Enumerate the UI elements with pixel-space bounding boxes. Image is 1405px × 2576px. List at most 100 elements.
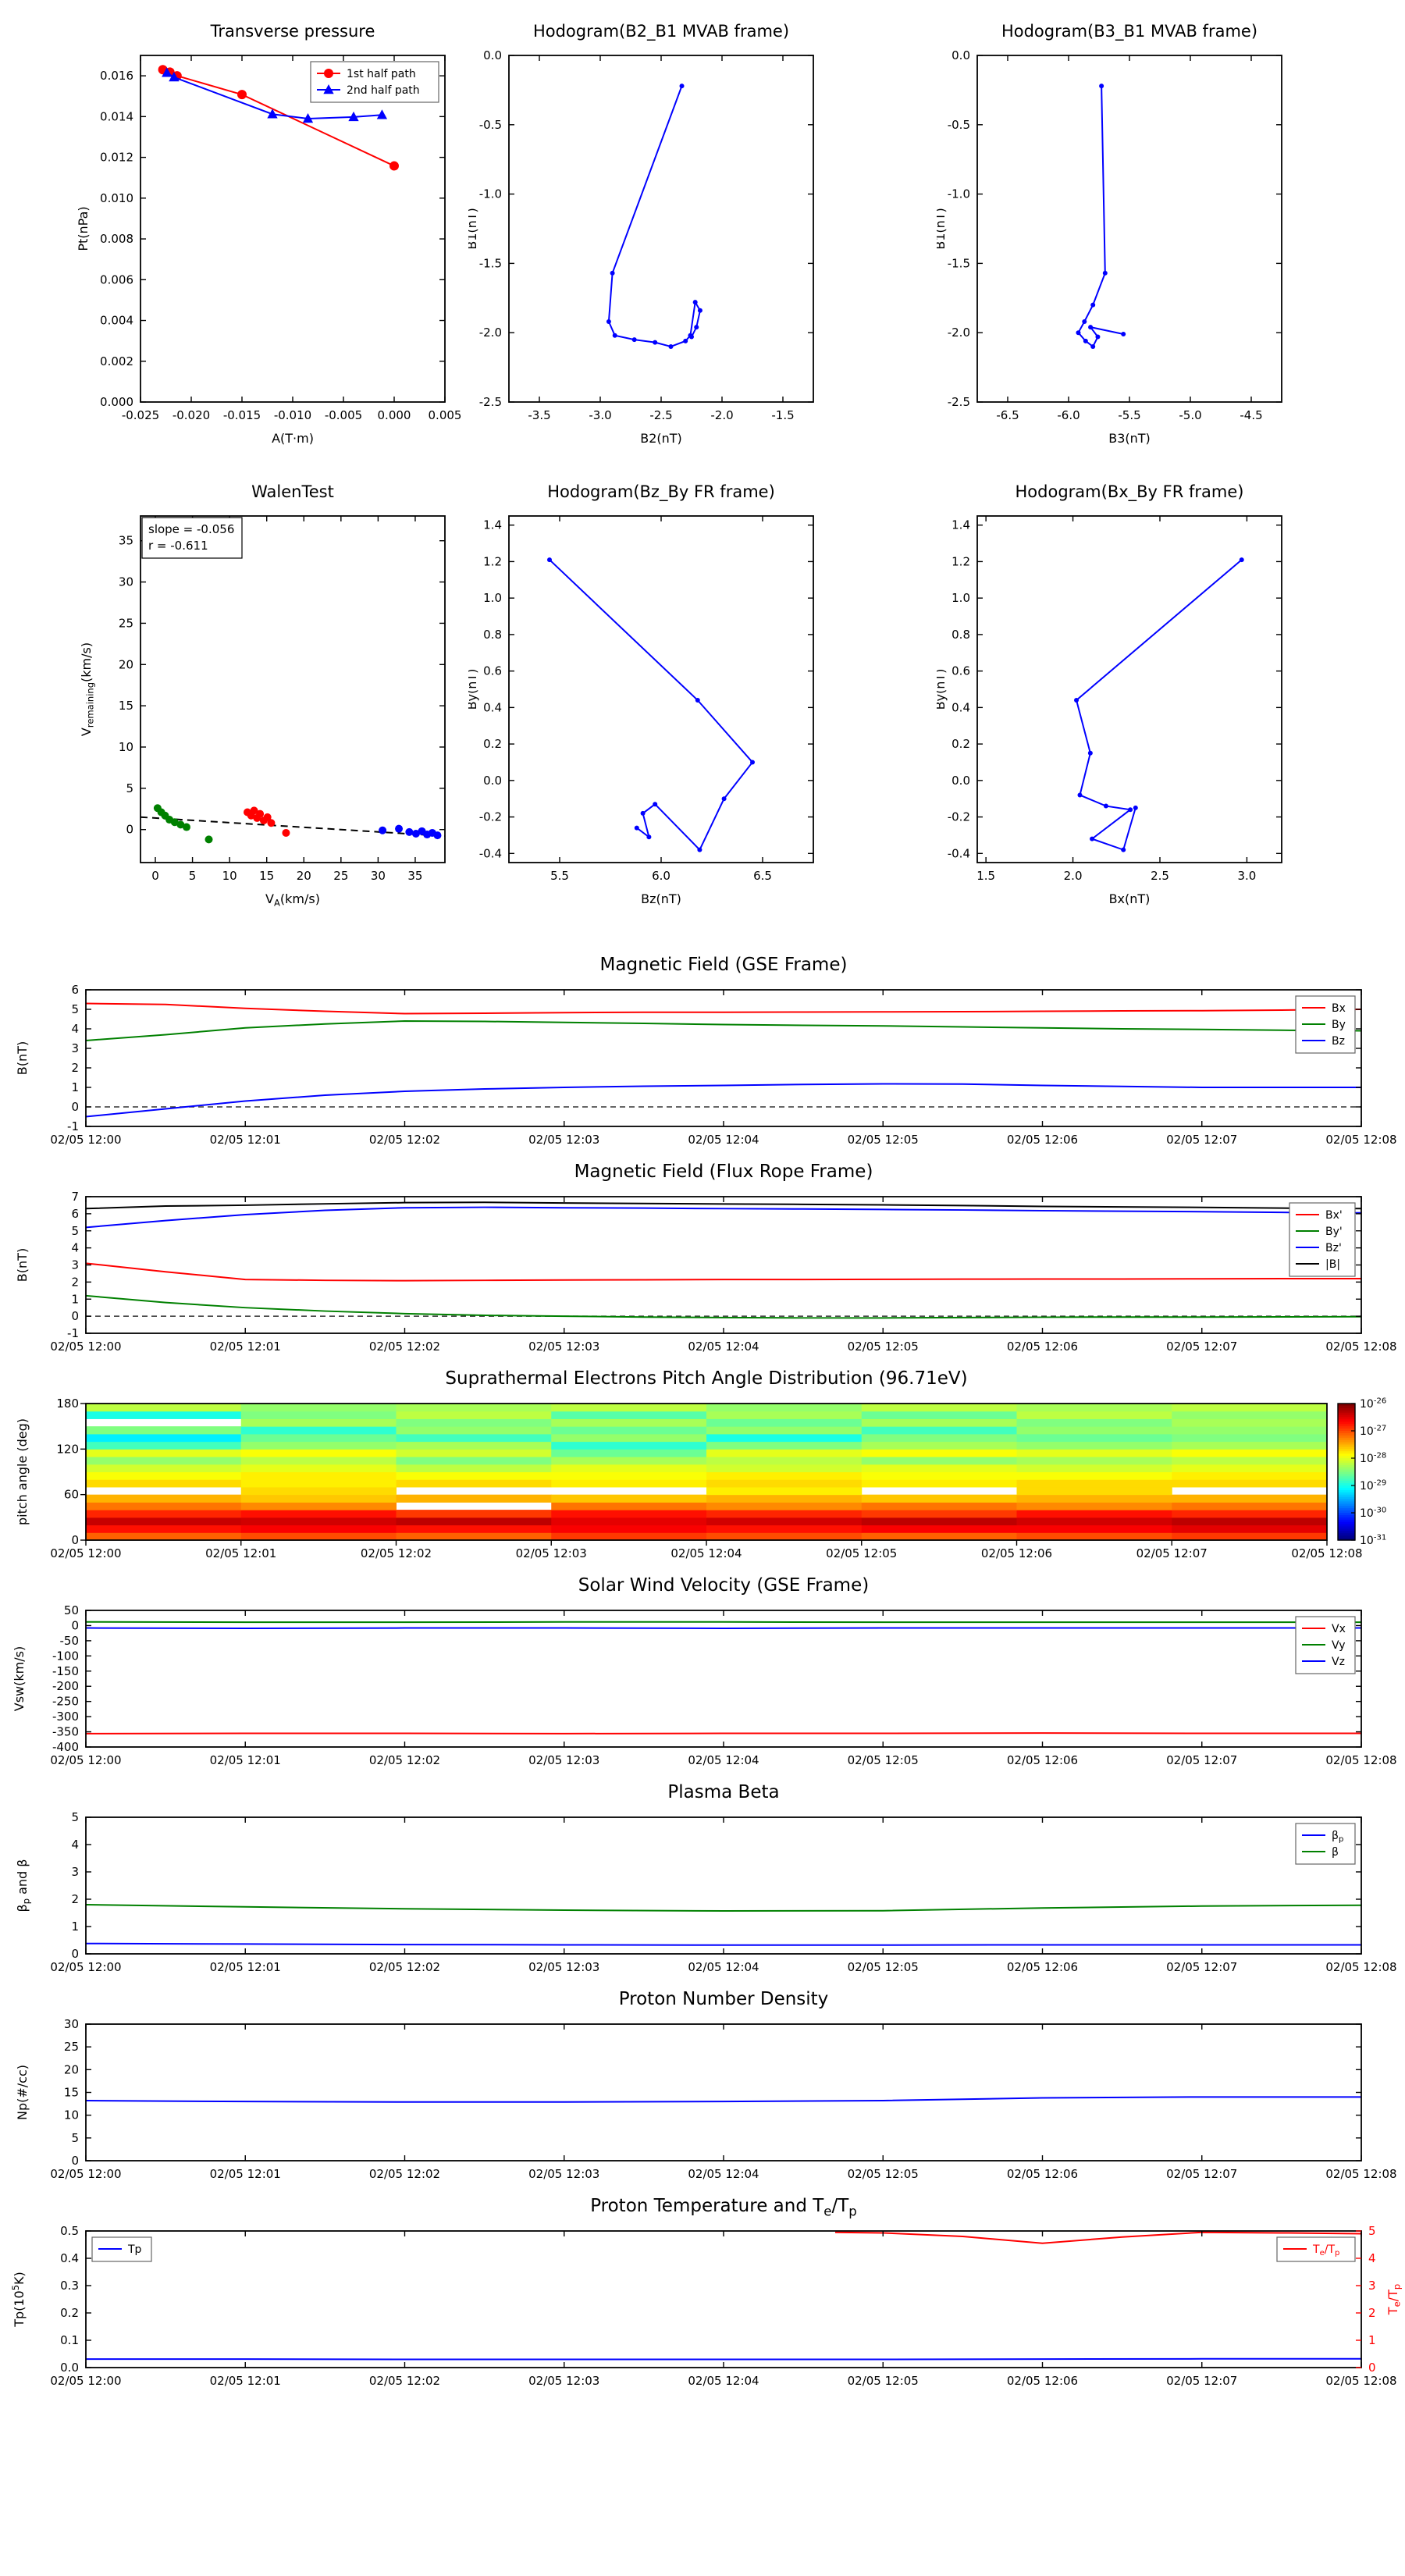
ticks: 02/05 12:00 02/05 12:01 02/05 12:02 02/05 1… — [50, 983, 1396, 1147]
marker-circle — [1133, 805, 1138, 810]
x-tick-label: 02/05 12:01 — [210, 1753, 281, 1767]
chart-title: Hodogram(Bx_By FR frame) — [1015, 482, 1244, 501]
x-tick-label: -2.5 — [649, 408, 672, 422]
y-tick-label: 0.000 — [100, 395, 133, 409]
x-tick-label: 02/05 12:08 — [1325, 2167, 1396, 2181]
x-tick-label: 0 — [151, 869, 159, 883]
y-tick-label: 1.4 — [951, 518, 970, 532]
y-tick-label: 0.012 — [100, 151, 133, 165]
marker-circle — [640, 810, 646, 816]
x-tick-label: 02/05 12:02 — [369, 1340, 440, 1354]
legend: Bx By Bz — [1295, 995, 1356, 1054]
y-tick-label: 25 — [119, 616, 133, 630]
y-tick-label: -0.2 — [479, 810, 502, 824]
marker-circle — [1082, 318, 1087, 324]
annotation-box — [141, 517, 243, 559]
x-tick-label: 35 — [407, 869, 422, 883]
x-tick-label: 02/05 12:02 — [369, 1960, 440, 1974]
chart-transverse-pressure: -0.025 -0.020 -0.015 -0.010 -0.005 0.000 0.005… — [0, 4, 468, 461]
y-tick-label: -1 — [67, 1119, 79, 1133]
y-axis-label: βp and β — [15, 1859, 32, 1912]
series-t-e-t-p — [834, 2231, 1361, 2244]
legend-label: Bz — [1332, 1035, 1345, 1048]
y-axis-label: B(nT) — [15, 1041, 30, 1075]
legend-label: Vx — [1332, 1623, 1346, 1635]
y-tick-label: -0.5 — [479, 118, 502, 132]
marker-circle — [379, 826, 387, 834]
plot-area — [977, 55, 1282, 402]
x-tick-label: 02/05 12:05 — [848, 1340, 919, 1354]
chart-magnetic-field-gse: 02/05 12:00 02/05 12:01 02/05 12:02 02/05 1… — [0, 946, 1405, 1153]
ticks: -6.5 -6.0 -5.5 -5.0 -4.5 0.0 -0.5 -1.0 -1.5 -2.0 -… — [948, 48, 1282, 422]
y-tick-label: 0.1 — [60, 2333, 79, 2347]
x-tick-label: 02/05 12:06 — [1007, 2167, 1078, 2181]
chart-title: Magnetic Field (Flux Rope Frame) — [574, 1162, 873, 1182]
chart-title: Transverse pressure — [210, 22, 375, 41]
chart-proton-number-density: 02/05 12:00 02/05 12:01 02/05 12:02 02/05 1… — [0, 1980, 1405, 2187]
x-tick-label: 02/05 12:01 — [210, 2167, 281, 2181]
legend-label: Tp — [127, 2243, 142, 2256]
y-tick-label: 2 — [71, 1275, 79, 1289]
x-tick-label: 02/05 12:06 — [1007, 2374, 1078, 2388]
y-tick-label: 0 — [126, 823, 133, 837]
marker-circle — [324, 69, 333, 78]
series-group — [547, 557, 755, 852]
annotation-line: slope = -0.056 — [148, 522, 234, 536]
right-tick-label: 1 — [1368, 2333, 1376, 2347]
marker-circle — [721, 796, 727, 802]
marker-circle — [668, 343, 674, 349]
y-tick-label: 120 — [56, 1442, 79, 1456]
mag-fr-plot: 02/05 12:00 02/05 12:01 02/05 12:02 02/05 1… — [15, 1190, 1397, 1354]
y-tick-label: -1 — [67, 1326, 79, 1340]
y-tick-label: 6 — [71, 1207, 79, 1221]
y-tick-label: 0 — [71, 1100, 79, 1114]
x-tick-label: 02/05 12:07 — [1166, 1753, 1237, 1767]
series-fit — [140, 816, 445, 838]
x-tick-label: 02/05 12:07 — [1166, 2374, 1237, 2388]
hodogram-bzby-plot: 5.5 6.0 6.5 -0.4 -0.2 0.0 0.2 0.4 0.6 0.8 1.0 1.2 1.… — [464, 515, 814, 906]
marker-circle — [679, 84, 685, 89]
x-tick-label: -2.0 — [710, 408, 733, 422]
marker-circle — [263, 813, 272, 821]
y-tick-label: 5 — [71, 1810, 79, 1824]
series-p — [86, 1942, 1361, 1946]
ticks: 5.5 6.0 6.5 -0.4 -0.2 0.0 0.2 0.4 0.6 0.8 1.0 1.2 1.… — [479, 516, 813, 883]
series-group — [86, 1002, 1361, 1118]
plot-area — [86, 1610, 1361, 1747]
marker-triangle — [302, 112, 314, 123]
marker-circle — [695, 698, 700, 703]
chart-title: Solar Wind Velocity (GSE Frame) — [578, 1575, 870, 1596]
x-tick-label: 02/05 12:08 — [1325, 1753, 1396, 1767]
marker-circle — [1090, 302, 1096, 308]
x-tick-label: 02/05 12:05 — [848, 1960, 919, 1974]
y-tick-label: 1.0 — [951, 591, 970, 605]
y-tick-label: 10 — [64, 2108, 79, 2122]
plot-area — [509, 516, 813, 863]
series-bx — [86, 1002, 1361, 1015]
marker-triangle — [348, 111, 359, 122]
y-tick-label: 5 — [126, 781, 133, 795]
chart-solar-wind-velocity: 02/05 12:00 02/05 12:01 02/05 12:02 02/05 1… — [0, 1567, 1405, 1774]
y-tick-label: 0.2 — [60, 2306, 79, 2320]
x-tick-label: 02/05 12:01 — [210, 2374, 281, 2388]
chart-hodogram-b3b1: -6.5 -6.0 -5.5 -5.0 -4.5 0.0 -0.5 -1.0 -1.5 -2.0 -… — [933, 4, 1405, 461]
x-tick-label: 02/05 12:08 — [1325, 1340, 1396, 1354]
chart-title: Plasma Beta — [667, 1782, 780, 1802]
legend: Bx' By' Bz' |B| — [1289, 1202, 1356, 1277]
legend-label: By' — [1325, 1226, 1343, 1238]
x-tick-label: 0.000 — [378, 408, 411, 422]
marker-triangle — [267, 109, 278, 119]
x-tick-label: 02/05 12:05 — [848, 1753, 919, 1767]
y-tick-label: -1.5 — [948, 256, 970, 270]
colorbar-tick-label: 10-27 — [1360, 1425, 1386, 1438]
y-tick-label: -0.5 — [948, 118, 970, 132]
legend: βp β — [1295, 1823, 1356, 1865]
x-tick-label: -0.025 — [122, 408, 159, 422]
x-tick-label: 02/05 12:06 — [1007, 1753, 1078, 1767]
x-tick-label: 02/05 12:00 — [50, 1546, 121, 1560]
y-axis-label: Vremaining(km/s) — [79, 642, 96, 736]
plot-area — [977, 516, 1282, 863]
x-tick-label: 1.5 — [976, 869, 995, 883]
y-tick-label: -150 — [52, 1664, 79, 1678]
y-tick-label: 0.002 — [100, 354, 133, 368]
